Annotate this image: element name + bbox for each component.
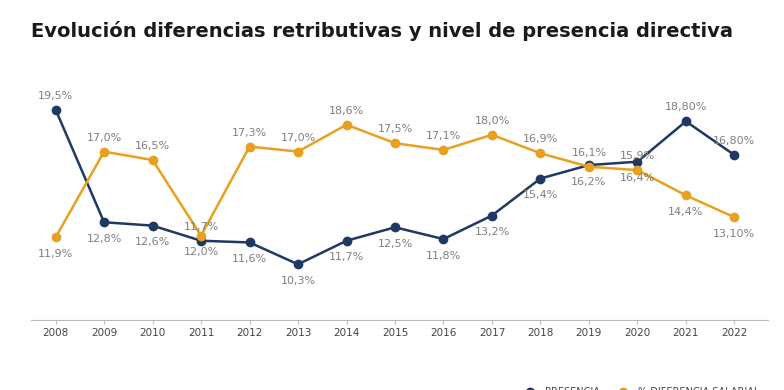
PRESENCIA	[293, 262, 303, 267]
% DIFERENCIA SALARIAL	[245, 144, 254, 149]
Text: 17,1%: 17,1%	[426, 131, 461, 141]
% DIFERENCIA SALARIAL	[487, 133, 496, 137]
PRESENCIA	[196, 238, 205, 243]
% DIFERENCIA SALARIAL	[730, 215, 739, 220]
% DIFERENCIA SALARIAL	[439, 147, 448, 152]
PRESENCIA	[390, 225, 400, 230]
% DIFERENCIA SALARIAL	[100, 149, 109, 154]
Text: 11,7%: 11,7%	[328, 252, 364, 262]
Text: 16,80%: 16,80%	[713, 136, 756, 146]
PRESENCIA	[681, 119, 691, 124]
Text: 17,3%: 17,3%	[232, 128, 267, 138]
Line: PRESENCIA: PRESENCIA	[52, 105, 739, 268]
Text: 15,4%: 15,4%	[523, 190, 558, 200]
% DIFERENCIA SALARIAL	[148, 158, 158, 162]
PRESENCIA	[148, 223, 158, 228]
Text: 17,0%: 17,0%	[281, 133, 316, 143]
PRESENCIA	[245, 240, 254, 245]
Text: 18,0%: 18,0%	[474, 116, 510, 126]
Text: 17,5%: 17,5%	[377, 124, 412, 134]
% DIFERENCIA SALARIAL	[535, 151, 545, 156]
Text: Evolución diferencias retributivas y nivel de presencia directiva: Evolución diferencias retributivas y niv…	[31, 21, 733, 41]
PRESENCIA	[51, 107, 60, 112]
Line: % DIFERENCIA SALARIAL: % DIFERENCIA SALARIAL	[52, 121, 739, 241]
Text: 15,9%: 15,9%	[620, 151, 655, 161]
Text: 16,5%: 16,5%	[135, 141, 170, 151]
Legend: PRESENCIA, % DIFERENCIA SALARIAL: PRESENCIA, % DIFERENCIA SALARIAL	[515, 383, 764, 390]
Text: 11,8%: 11,8%	[426, 251, 461, 261]
PRESENCIA	[100, 220, 109, 225]
Text: 13,2%: 13,2%	[474, 227, 510, 237]
Text: 16,4%: 16,4%	[620, 174, 655, 183]
Text: 12,0%: 12,0%	[183, 247, 219, 257]
PRESENCIA	[439, 237, 448, 241]
PRESENCIA	[633, 160, 642, 164]
% DIFERENCIA SALARIAL	[51, 235, 60, 240]
Text: 19,5%: 19,5%	[38, 91, 73, 101]
Text: 12,8%: 12,8%	[86, 234, 122, 244]
Text: 11,7%: 11,7%	[183, 222, 219, 232]
Text: 16,1%: 16,1%	[572, 148, 607, 158]
% DIFERENCIA SALARIAL	[342, 122, 351, 127]
Text: 14,4%: 14,4%	[668, 207, 703, 217]
% DIFERENCIA SALARIAL	[681, 193, 691, 198]
Text: 16,9%: 16,9%	[523, 135, 558, 144]
% DIFERENCIA SALARIAL	[293, 149, 303, 154]
PRESENCIA	[730, 152, 739, 157]
Text: 12,6%: 12,6%	[135, 237, 170, 247]
Text: 18,80%: 18,80%	[665, 103, 707, 112]
% DIFERENCIA SALARIAL	[584, 165, 593, 169]
PRESENCIA	[342, 238, 351, 243]
Text: 11,9%: 11,9%	[38, 249, 73, 259]
Text: 18,6%: 18,6%	[328, 106, 364, 116]
PRESENCIA	[584, 163, 593, 167]
Text: 12,5%: 12,5%	[377, 239, 412, 249]
Text: 13,10%: 13,10%	[713, 229, 756, 239]
Text: 16,2%: 16,2%	[572, 177, 607, 187]
% DIFERENCIA SALARIAL	[196, 233, 205, 238]
% DIFERENCIA SALARIAL	[390, 141, 400, 145]
% DIFERENCIA SALARIAL	[633, 168, 642, 172]
Text: 17,0%: 17,0%	[86, 133, 122, 143]
PRESENCIA	[535, 176, 545, 181]
Text: 11,6%: 11,6%	[232, 254, 267, 264]
Text: 10,3%: 10,3%	[281, 276, 316, 286]
PRESENCIA	[487, 213, 496, 218]
